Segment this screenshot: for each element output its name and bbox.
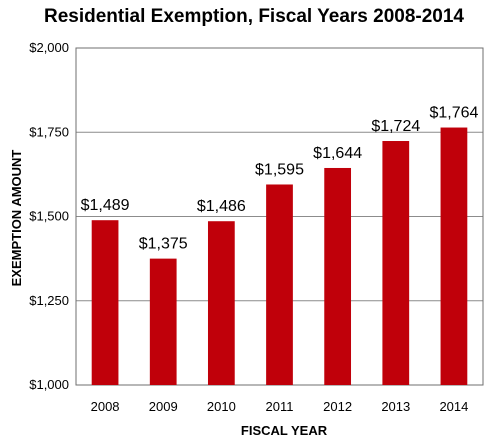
- y-tick-label: $1,750: [29, 124, 69, 139]
- y-tick-labels: $1,000 $1,250 $1,500 $1,750 $2,000: [29, 40, 69, 392]
- x-tick-label: 2010: [207, 399, 236, 414]
- x-tick-label: 2008: [91, 399, 120, 414]
- bar-2013: [382, 141, 410, 385]
- data-label: $1,724: [371, 118, 420, 135]
- bars: [91, 127, 468, 386]
- y-tick-label: $1,500: [29, 209, 69, 224]
- bar-2012: [324, 167, 352, 385]
- data-label: $1,764: [429, 105, 478, 122]
- y-tick-label: $1,250: [29, 293, 69, 308]
- x-tick-label: 2014: [439, 399, 468, 414]
- y-tick-label: $2,000: [29, 40, 69, 55]
- data-label: $1,375: [139, 236, 188, 253]
- bar-2010: [207, 221, 235, 385]
- x-tick-label: 2011: [266, 399, 294, 414]
- data-label: $1,644: [313, 145, 362, 162]
- x-tick-label: 2013: [381, 399, 410, 414]
- x-tick-label: 2012: [323, 399, 352, 414]
- x-tick-label: 2009: [149, 399, 178, 414]
- x-tick-labels: 2008 2009 2010 2011 2012 2013 2014: [91, 399, 469, 414]
- data-label: $1,486: [197, 198, 246, 215]
- data-labels: $1,489 $1,375 $1,486 $1,595 $1,644 $1,724 $1,7…: [81, 105, 479, 253]
- data-label: $1,489: [81, 197, 130, 214]
- bar-2011: [266, 184, 293, 385]
- bar-2009: [149, 258, 177, 385]
- y-tick-label: $1,000: [29, 377, 69, 392]
- bar-2014: [440, 127, 468, 386]
- bar-2008: [91, 220, 119, 385]
- chart-title: Residential Exemption, Fiscal Years 2008…: [44, 6, 464, 27]
- data-label: $1,595: [255, 161, 304, 178]
- x-axis-title: FISCAL YEAR: [241, 423, 328, 438]
- y-axis-title: EXEMPTION AMOUNT: [9, 150, 24, 287]
